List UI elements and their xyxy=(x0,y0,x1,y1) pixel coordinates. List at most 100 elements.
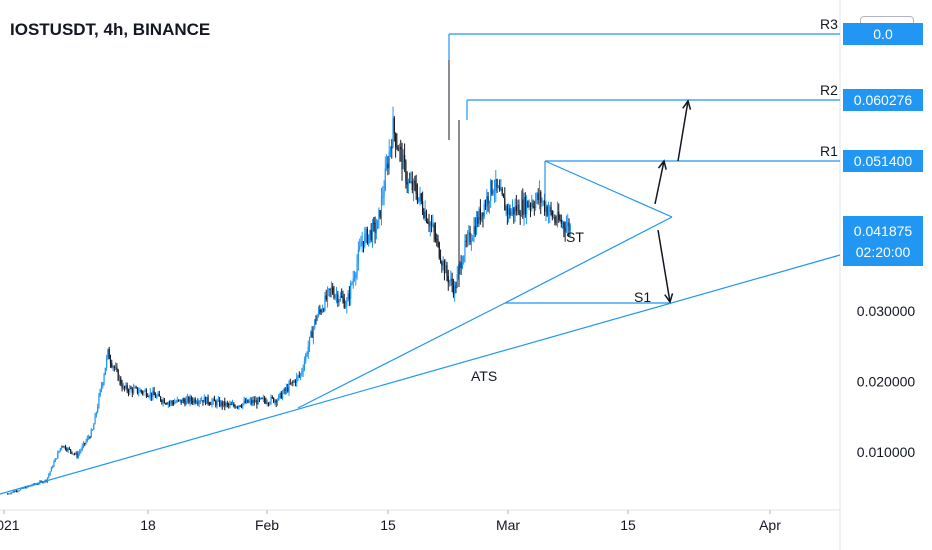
candle xyxy=(82,441,85,449)
candle xyxy=(230,401,232,406)
candle xyxy=(8,493,10,495)
arrow-head xyxy=(657,159,667,170)
candle xyxy=(510,208,512,217)
candle xyxy=(452,278,455,298)
candle-body xyxy=(427,221,429,224)
candle xyxy=(293,379,295,383)
candle-body xyxy=(533,206,535,208)
candle xyxy=(7,493,9,495)
candle-body xyxy=(31,485,33,487)
candle-body xyxy=(346,300,348,306)
candle xyxy=(491,179,493,196)
candle xyxy=(396,133,398,150)
candle-body xyxy=(537,193,539,200)
candle-body xyxy=(396,146,398,148)
candle-body xyxy=(441,262,443,266)
candle xyxy=(55,458,58,460)
candle-body xyxy=(546,206,548,216)
candle-body xyxy=(54,458,56,462)
candle xyxy=(433,222,435,243)
candle xyxy=(284,387,286,395)
candle xyxy=(526,195,528,225)
candle xyxy=(338,299,340,307)
candle-body xyxy=(222,401,225,406)
candle xyxy=(18,489,20,492)
candle-body xyxy=(473,226,475,238)
candle-body xyxy=(506,206,508,215)
candle-body xyxy=(251,400,253,404)
candle-body xyxy=(43,481,45,483)
candle xyxy=(99,388,101,398)
candle-body xyxy=(248,401,250,403)
candle xyxy=(487,192,489,212)
candle xyxy=(348,285,350,307)
candle-body xyxy=(179,399,181,401)
candle-body xyxy=(233,403,235,406)
candle-body xyxy=(260,397,262,400)
candle-body xyxy=(266,402,268,404)
candle xyxy=(460,255,462,276)
candle xyxy=(190,395,193,405)
candle xyxy=(483,200,485,219)
candle xyxy=(129,385,131,395)
candle-body xyxy=(206,396,208,404)
candle-body xyxy=(225,403,227,407)
candle xyxy=(199,397,201,404)
candle-body xyxy=(430,223,433,225)
candle xyxy=(442,256,444,271)
candle xyxy=(366,226,368,245)
candle xyxy=(554,214,556,226)
candle xyxy=(176,396,178,403)
candle-body xyxy=(19,488,22,491)
candle-body xyxy=(496,179,498,188)
candle xyxy=(258,396,261,403)
candle xyxy=(53,460,55,468)
candle-body xyxy=(432,224,434,226)
candle xyxy=(153,387,155,396)
candle xyxy=(103,372,105,386)
candle-body xyxy=(508,208,510,215)
candle-body xyxy=(319,310,321,312)
candle-body xyxy=(73,453,76,455)
grid: 2021 18 Feb 15 Mar 15 Apr xyxy=(0,0,841,550)
candle xyxy=(474,217,476,238)
candle xyxy=(221,400,223,410)
candle xyxy=(121,380,123,392)
candle-body xyxy=(265,400,267,404)
candle xyxy=(459,261,461,275)
candle-body xyxy=(316,315,318,321)
candle xyxy=(255,395,257,403)
candle xyxy=(540,190,542,215)
candle-body xyxy=(175,401,177,403)
candle xyxy=(536,191,538,204)
candle-body xyxy=(387,163,389,169)
candle-body xyxy=(547,212,550,216)
candle xyxy=(319,304,321,315)
candle xyxy=(482,212,484,228)
candle-body xyxy=(510,211,512,216)
candle-body xyxy=(170,401,172,403)
candle-body xyxy=(375,228,377,234)
candle-body xyxy=(18,490,20,492)
candle xyxy=(181,398,184,404)
candle xyxy=(211,398,213,408)
candle-body xyxy=(528,205,530,208)
candle-body xyxy=(185,399,187,405)
candle xyxy=(568,218,570,237)
candle xyxy=(423,208,425,220)
candle xyxy=(461,255,463,270)
candle xyxy=(401,142,403,181)
candle-body xyxy=(535,199,537,208)
candle-body xyxy=(289,383,291,385)
candle-body xyxy=(130,387,132,389)
candle-body xyxy=(353,277,356,279)
candle xyxy=(265,397,267,405)
candle xyxy=(89,436,91,439)
candle-body xyxy=(174,402,176,404)
candle xyxy=(138,387,140,397)
x-tick-label: 18 xyxy=(140,517,156,533)
candle xyxy=(506,203,508,225)
candle xyxy=(188,395,190,405)
candle xyxy=(513,207,515,224)
